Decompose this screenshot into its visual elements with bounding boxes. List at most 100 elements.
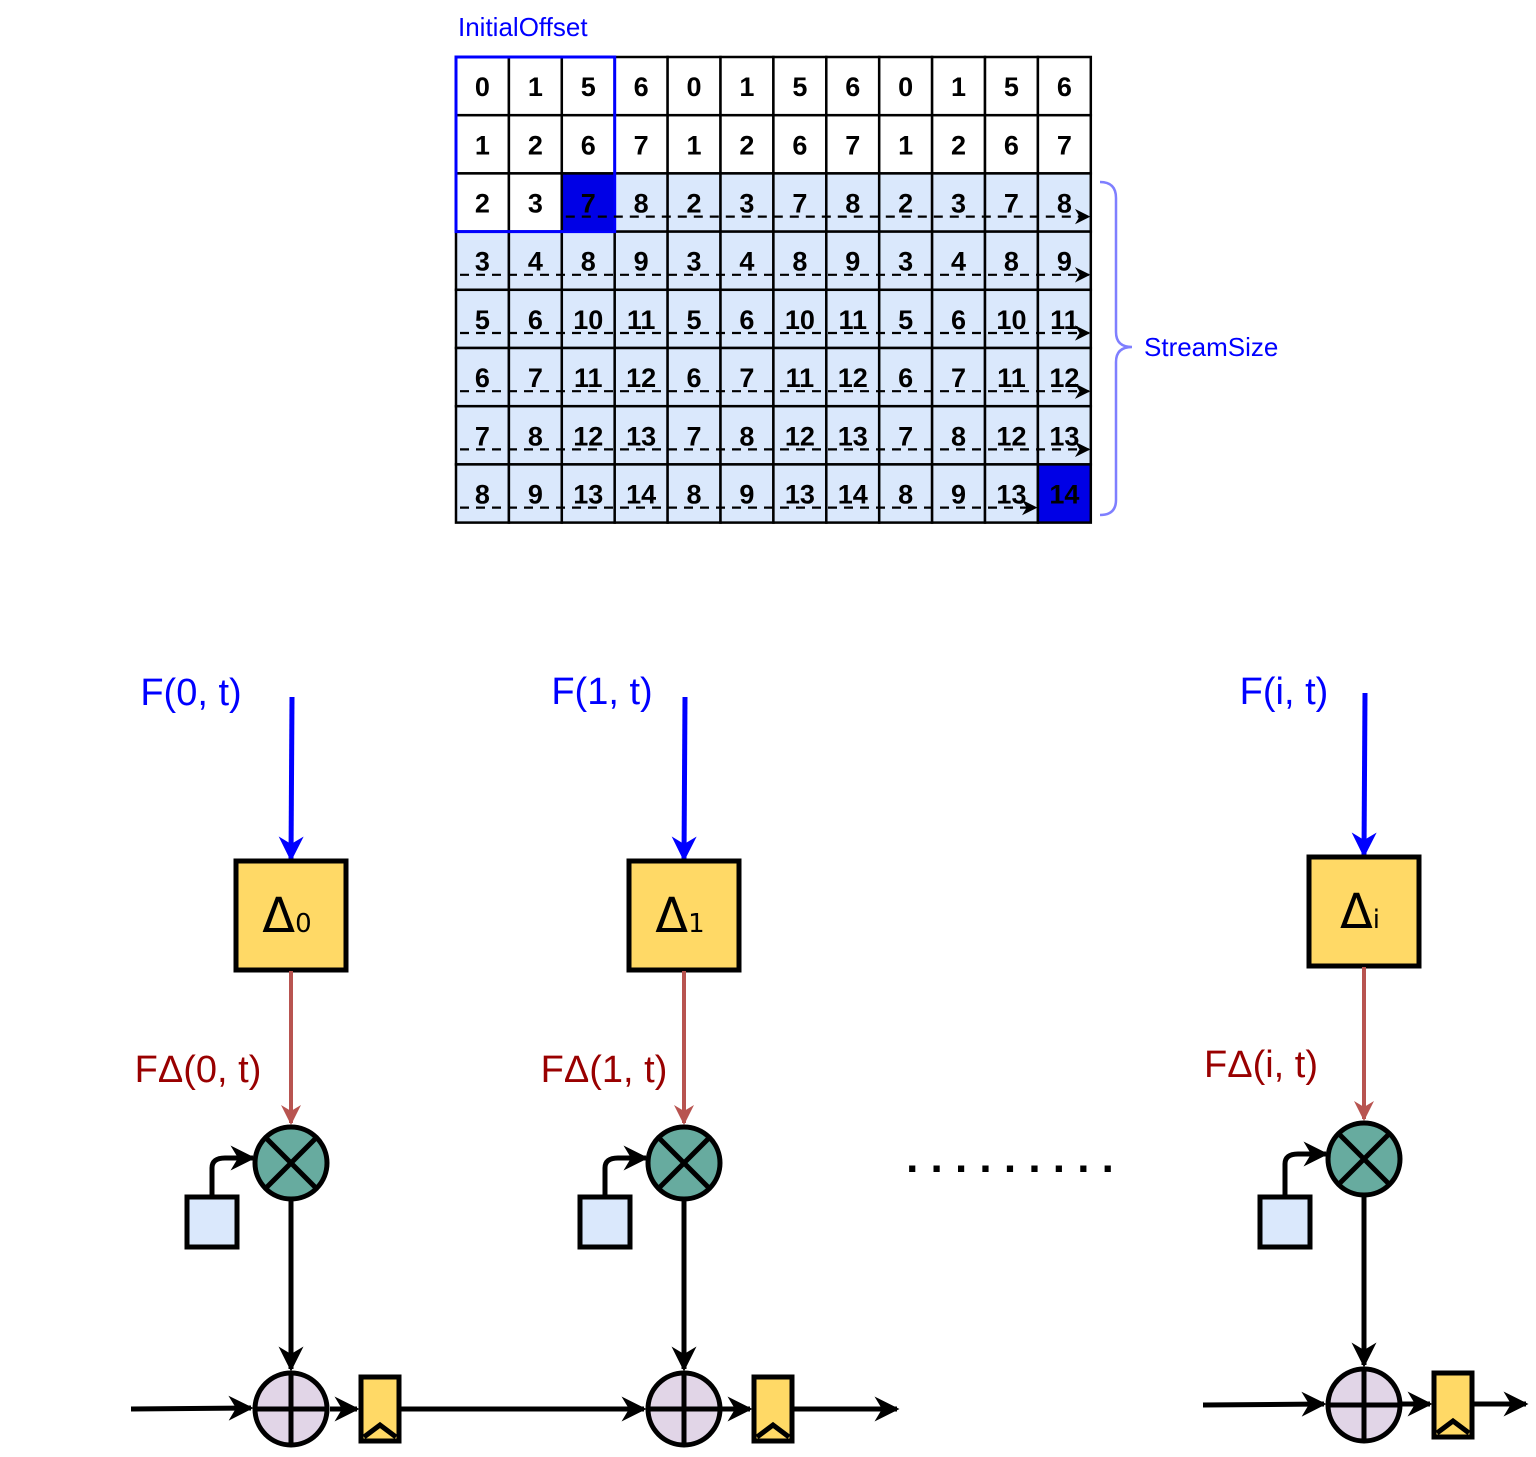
delta-box bbox=[626, 858, 742, 973]
input-arrow bbox=[278, 696, 304, 862]
wire-in-right bbox=[1202, 1391, 1327, 1417]
grid-cell-value: 7 bbox=[581, 189, 596, 219]
input-arrow bbox=[1351, 692, 1377, 858]
grid-cell-value: 11 bbox=[627, 305, 656, 335]
grid-cell-value: 6 bbox=[792, 130, 807, 160]
grid-cell bbox=[825, 113, 881, 175]
grid-cell-value: 4 bbox=[739, 247, 754, 277]
grid-cell-value: 6 bbox=[898, 363, 913, 393]
grid-cell bbox=[877, 404, 934, 466]
stream-size-brace bbox=[1099, 180, 1133, 517]
grid-cell-value: 4 bbox=[951, 247, 966, 277]
register-notch bbox=[1435, 1417, 1471, 1435]
multiply-cross-b bbox=[657, 1136, 711, 1190]
grid-cell-value: 1 bbox=[475, 130, 490, 160]
grid-cell bbox=[719, 346, 775, 408]
grid-cell bbox=[772, 463, 828, 524]
grid-cell bbox=[719, 288, 775, 350]
grid-cell bbox=[772, 404, 828, 466]
grid-cell-value: 8 bbox=[528, 421, 543, 451]
grid-cell bbox=[613, 463, 669, 524]
grid-cell-value: 11 bbox=[838, 305, 867, 335]
multiply-cross-b bbox=[264, 1136, 318, 1190]
grid-cell-value: 10 bbox=[573, 305, 603, 335]
grid-cell bbox=[666, 463, 722, 524]
grid-cell-value: 2 bbox=[475, 189, 490, 219]
grid-cell-value: 10 bbox=[785, 305, 815, 335]
grid-cell bbox=[877, 230, 934, 292]
grid-cell bbox=[930, 230, 987, 292]
grid-cell bbox=[560, 172, 616, 233]
grid-cell-value: 3 bbox=[528, 189, 543, 219]
delta-box bbox=[233, 858, 349, 973]
grid-cell-value: 2 bbox=[951, 130, 966, 160]
pipeline: F(0, t) Δ0 FΔ(0, t) F(1, t) Δ1 FΔ(1, t) F(i, t… bbox=[135, 671, 1475, 1448]
grid-cell-value: 5 bbox=[898, 305, 913, 335]
grid-cell-value: 7 bbox=[739, 363, 754, 393]
grid-cell bbox=[772, 113, 828, 175]
grid-cell bbox=[930, 113, 987, 175]
grid-cell-value: 6 bbox=[951, 305, 966, 335]
grid-cell bbox=[930, 55, 987, 117]
grid-cell bbox=[983, 288, 1040, 350]
constant-arrow bbox=[602, 1145, 649, 1197]
grid-cell-value: 7 bbox=[951, 363, 966, 393]
grid-cell-value: 7 bbox=[475, 421, 490, 451]
grid-cell-value: 12 bbox=[1049, 363, 1079, 393]
grid-cell bbox=[877, 463, 934, 524]
register bbox=[751, 1374, 795, 1444]
constant-arrow bbox=[1282, 1141, 1329, 1197]
ellipsis: . . . . . . . . . bbox=[906, 1133, 1114, 1182]
grid-cell bbox=[1036, 113, 1093, 175]
grid-cell-value: 2 bbox=[898, 189, 913, 219]
grid-cell-value: 13 bbox=[573, 480, 603, 510]
grid-cell bbox=[877, 346, 934, 408]
grid-cell bbox=[666, 404, 722, 466]
grid-cell bbox=[930, 463, 987, 524]
initial-offset-label: InitialOffset bbox=[458, 12, 588, 42]
grid-cell-value: 7 bbox=[845, 130, 860, 160]
grid-cell-value: 13 bbox=[996, 480, 1026, 510]
grid-cell bbox=[930, 404, 987, 466]
grid-cell-value: 11 bbox=[786, 363, 815, 393]
output-label: FΔ(0, t) bbox=[135, 1049, 262, 1091]
grid-cell-value: 1 bbox=[951, 72, 966, 102]
grid-cell-value: 5 bbox=[792, 72, 807, 102]
delta-symbol: Δi bbox=[1340, 884, 1380, 940]
grid-cell bbox=[507, 463, 564, 524]
grid-cell-value: 12 bbox=[785, 421, 815, 451]
unit-2: F(i, t) Δi FΔ(i, t) bbox=[1204, 671, 1475, 1444]
wire-in-left bbox=[130, 1395, 254, 1421]
grid-cell-value: 1 bbox=[687, 130, 702, 160]
grid-cell-value: 8 bbox=[1004, 247, 1019, 277]
output-label: FΔ(i, t) bbox=[1204, 1044, 1318, 1086]
grid-cell-value: 0 bbox=[898, 72, 913, 102]
grid-cell-value: 12 bbox=[626, 363, 656, 393]
grid-cell bbox=[719, 404, 775, 466]
grid-cell-value: 11 bbox=[1050, 305, 1079, 335]
grid-cell-value: 8 bbox=[792, 247, 807, 277]
grid-cell-value: 3 bbox=[739, 189, 754, 219]
offset-table: 0 1 5 6 0 1 5 6 0 1 5 61 2 6 7 1 2 6 7 1 2 6 72 3 7 8 2 3 7 8 2 3 7 83 4 8 9… bbox=[454, 55, 1093, 524]
grid-cell-value: 3 bbox=[951, 189, 966, 219]
constant-box bbox=[1257, 1194, 1313, 1250]
register-notch bbox=[362, 1421, 398, 1439]
grid-cell-value: 6 bbox=[1057, 72, 1072, 102]
grid-cell-value: 8 bbox=[898, 480, 913, 510]
grid-cell-value: 8 bbox=[581, 247, 596, 277]
grid-cell-value: 8 bbox=[1057, 189, 1072, 219]
input-label: F(i, t) bbox=[1240, 671, 1329, 713]
grid-cell-value: 3 bbox=[475, 247, 490, 277]
grid-cell-value: 1 bbox=[739, 72, 754, 102]
grid-cell bbox=[772, 346, 828, 408]
grid-cell-value: 7 bbox=[1004, 189, 1019, 219]
grid-cell-value: 14 bbox=[1049, 480, 1079, 510]
grid-cell-value: 13 bbox=[785, 480, 815, 510]
grid-cell-value: 3 bbox=[687, 247, 702, 277]
grid-cell bbox=[1036, 463, 1093, 524]
stream-arrows bbox=[454, 55, 1091, 516]
grid-cell-value: 6 bbox=[687, 363, 702, 393]
grid-cell-value: 6 bbox=[581, 130, 596, 160]
grid-cell-value: 6 bbox=[634, 72, 649, 102]
